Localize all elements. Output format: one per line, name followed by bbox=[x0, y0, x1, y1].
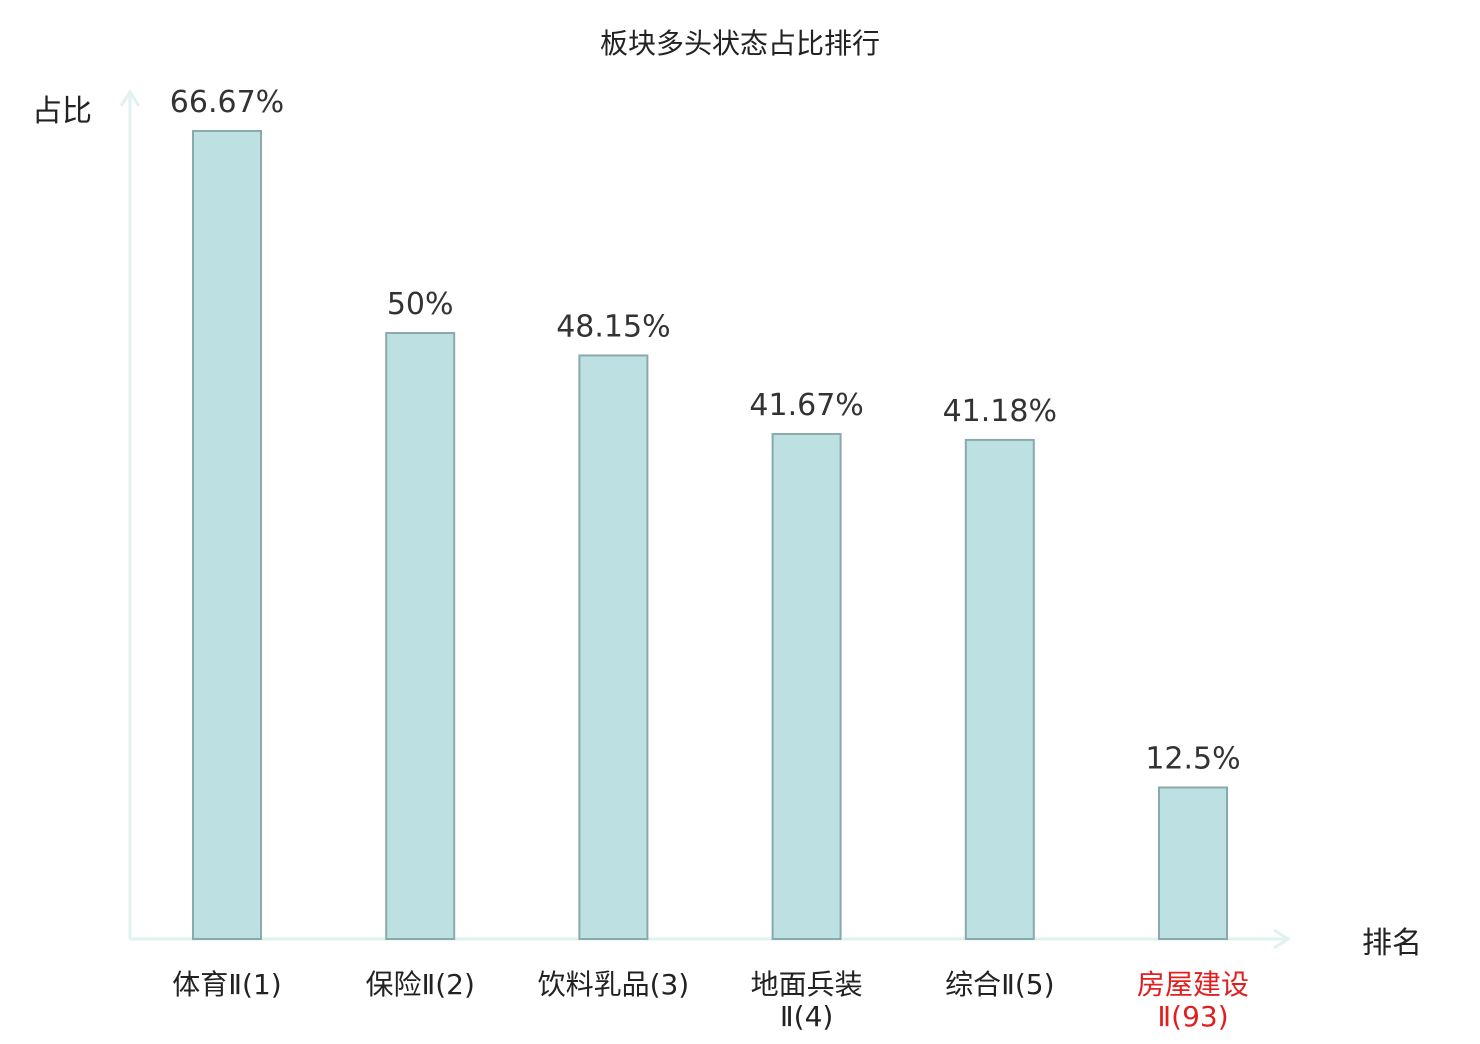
chart-title: 板块多头状态占比排行 bbox=[600, 27, 880, 60]
category-label-line: 体育Ⅱ(1) bbox=[172, 968, 281, 1001]
category-label: 体育Ⅱ(1) bbox=[172, 968, 281, 1001]
category-label-line: 饮料乳品(3) bbox=[538, 968, 690, 1001]
category-labels-group: 体育Ⅱ(1) 保险Ⅱ(2) 饮料乳品(3) 地面兵装 Ⅱ(4) 综合Ⅱ(5) 房屋建设 Ⅱ(9… bbox=[172, 968, 1249, 1033]
value-label: 66.67% bbox=[170, 85, 284, 120]
bars-group bbox=[192, 130, 1228, 941]
value-labels-group: 66.67% 50% 48.15% 41.67% 41.18% 12.5% bbox=[170, 85, 1241, 777]
bar bbox=[1158, 786, 1228, 940]
bar bbox=[578, 354, 649, 940]
value-label: 12.5% bbox=[1145, 742, 1240, 777]
value-label: 41.67% bbox=[749, 388, 863, 423]
category-label-line: 保险Ⅱ(2) bbox=[365, 968, 474, 1001]
category-label-line: 综合Ⅱ(5) bbox=[945, 968, 1054, 1001]
category-label-line: Ⅱ(93) bbox=[1157, 1000, 1228, 1033]
category-label-line: 房屋建设 bbox=[1137, 968, 1249, 1001]
bar bbox=[385, 332, 456, 941]
value-label: 50% bbox=[387, 287, 454, 322]
y-axis-arrow bbox=[119, 89, 141, 107]
bar bbox=[192, 130, 262, 940]
y-axis-label: 占比 bbox=[32, 94, 92, 129]
x-axis-arrow bbox=[1273, 928, 1291, 950]
category-label-line: 地面兵装 bbox=[751, 968, 863, 1001]
bar bbox=[771, 432, 842, 940]
category-label-line: Ⅱ(4) bbox=[780, 1000, 833, 1033]
bar bbox=[964, 438, 1035, 940]
category-label: 地面兵装 Ⅱ(4) bbox=[751, 968, 863, 1033]
category-label: 综合Ⅱ(5) bbox=[945, 968, 1054, 1001]
category-label: 保险Ⅱ(2) bbox=[365, 968, 474, 1001]
value-label: 48.15% bbox=[556, 309, 670, 344]
category-label: 饮料乳品(3) bbox=[538, 968, 690, 1001]
category-label: 房屋建设 Ⅱ(93) bbox=[1137, 968, 1249, 1033]
axes bbox=[119, 89, 1291, 950]
x-axis-label: 排名 bbox=[1362, 926, 1422, 961]
value-label: 41.18% bbox=[943, 394, 1057, 429]
